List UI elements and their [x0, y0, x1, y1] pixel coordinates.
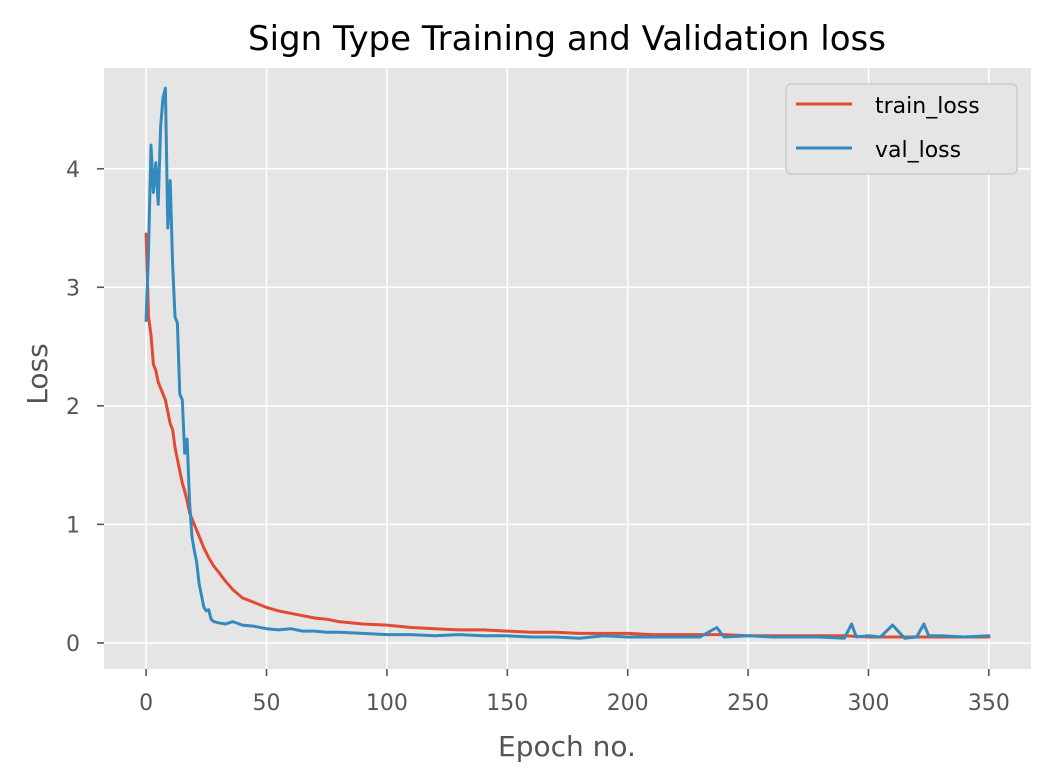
x-tick-label: 350 [968, 691, 1010, 716]
x-tick-label: 300 [847, 691, 889, 716]
axis-ticks: 0 50 100 150 200 250 300 350 0 1 2 3 4 [66, 158, 1010, 716]
series-line-val-loss [144, 86, 991, 640]
x-axis-label: Epoch no. [498, 730, 636, 763]
legend-box [785, 83, 1018, 175]
y-tick-label: 0 [66, 632, 80, 657]
x-tick-label: 50 [253, 691, 281, 716]
y-tick-label: 2 [66, 395, 80, 420]
x-tick-label: 100 [366, 691, 408, 716]
x-tick-label: 200 [607, 691, 649, 716]
x-tick-label: 150 [486, 691, 528, 716]
x-tick-label: 250 [727, 691, 769, 716]
x-tick-label: 0 [139, 691, 153, 716]
y-axis-label: Loss [21, 343, 54, 404]
y-tick-label: 4 [66, 158, 80, 183]
data-series [144, 86, 991, 640]
chart-title: Sign Type Training and Validation loss [248, 19, 886, 59]
legend-label-train-loss: train_loss [875, 94, 980, 119]
y-tick-label: 1 [66, 513, 80, 538]
legend-label-val-loss: val_loss [875, 138, 961, 163]
y-tick-label: 3 [66, 276, 80, 301]
legend: train_loss val_loss [785, 83, 1018, 175]
